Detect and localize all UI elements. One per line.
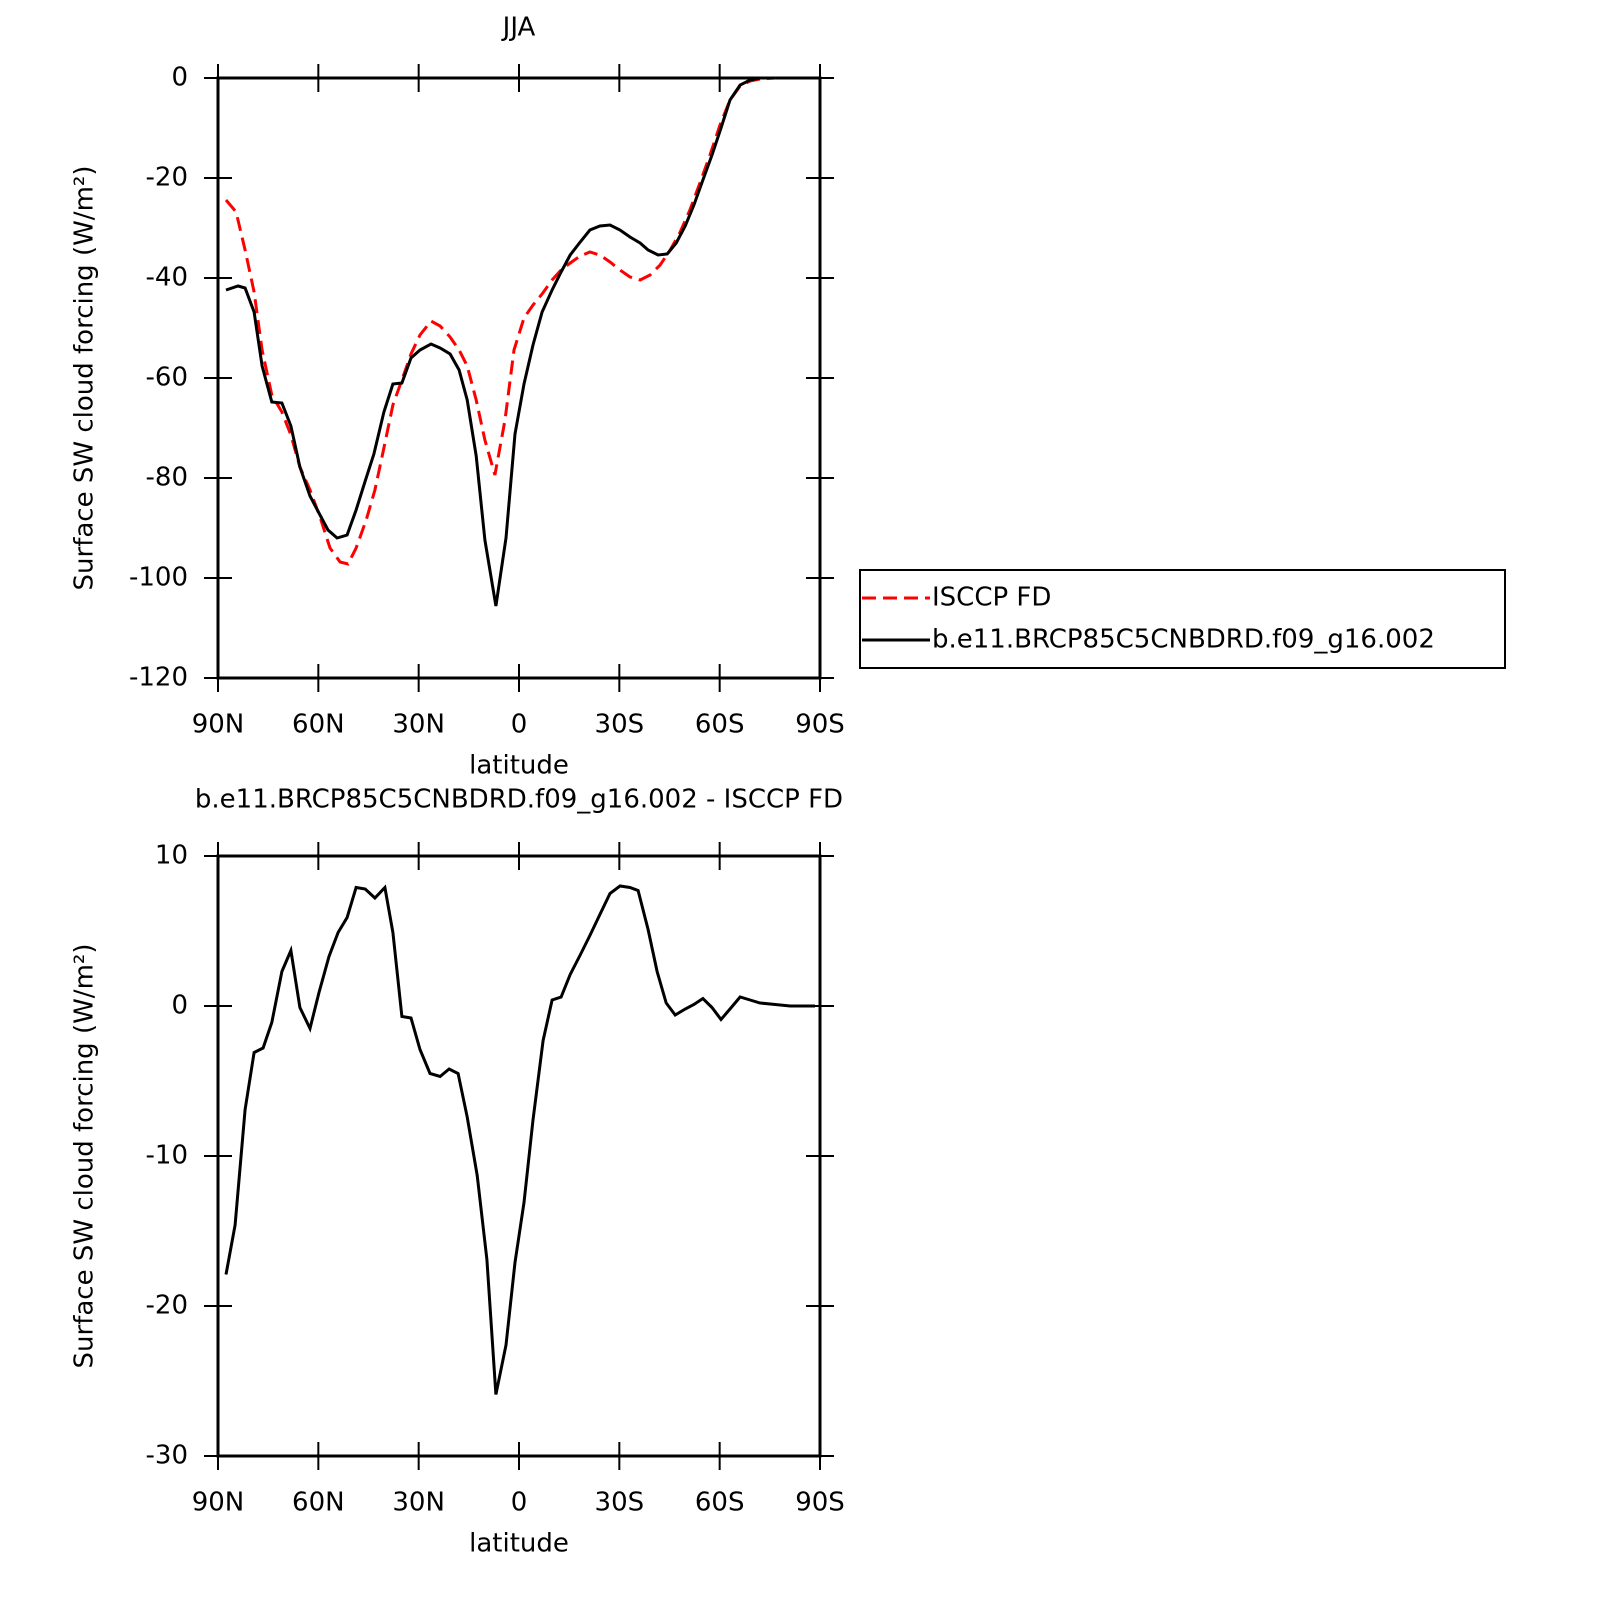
- y-tick-label: -60: [146, 363, 188, 393]
- legend-label: b.e11.BRCP85C5CNBDRD.f09_g16.002: [932, 625, 1435, 655]
- y-tick-label: -80: [146, 463, 188, 493]
- x-tick-label: 30S: [595, 1488, 645, 1518]
- y-tick-label: 0: [171, 63, 188, 93]
- y-tick-label: -20: [146, 1291, 188, 1321]
- x-tick-label: 60N: [292, 710, 345, 740]
- chart-title: b.e11.BRCP85C5CNBDRD.f09_g16.002 - ISCCP…: [195, 785, 843, 815]
- x-axis-label: latitude: [469, 1529, 569, 1559]
- legend-box: [859, 569, 1506, 669]
- y-tick-label: -10: [146, 1141, 188, 1171]
- legend-label: ISCCP FD: [932, 583, 1051, 613]
- x-tick-label: 0: [511, 710, 528, 740]
- x-tick-label: 60S: [695, 710, 745, 740]
- y-tick-label: 0: [171, 991, 188, 1021]
- x-tick-label: 60N: [292, 1488, 345, 1518]
- x-tick-label: 0: [511, 1488, 528, 1518]
- data-line: [225, 76, 776, 607]
- x-tick-label: 90N: [192, 1488, 245, 1518]
- x-axis-label: latitude: [469, 751, 569, 781]
- x-tick-label: 30N: [392, 1488, 445, 1518]
- y-tick-label: -40: [146, 263, 188, 293]
- data-line: [224, 884, 815, 1395]
- x-tick-label: 90S: [795, 710, 845, 740]
- y-axis-label: Surface SW cloud forcing (W/m²): [70, 944, 100, 1369]
- x-tick-label: 30S: [595, 710, 645, 740]
- y-tick-label: -100: [129, 563, 188, 593]
- y-tick-label: -20: [146, 163, 188, 193]
- plot-frame: [216, 76, 822, 680]
- plot-frame: [216, 854, 822, 1458]
- x-tick-label: 30N: [392, 710, 445, 740]
- y-axis-label: Surface SW cloud forcing (W/m²): [70, 166, 100, 591]
- x-tick-label: 90N: [192, 710, 245, 740]
- y-tick-label: -30: [146, 1441, 188, 1471]
- y-tick-label: -120: [129, 663, 188, 693]
- y-tick-label: 10: [155, 841, 188, 871]
- x-tick-label: 90S: [795, 1488, 845, 1518]
- chart-title: JJA: [501, 13, 536, 43]
- x-tick-label: 60S: [695, 1488, 745, 1518]
